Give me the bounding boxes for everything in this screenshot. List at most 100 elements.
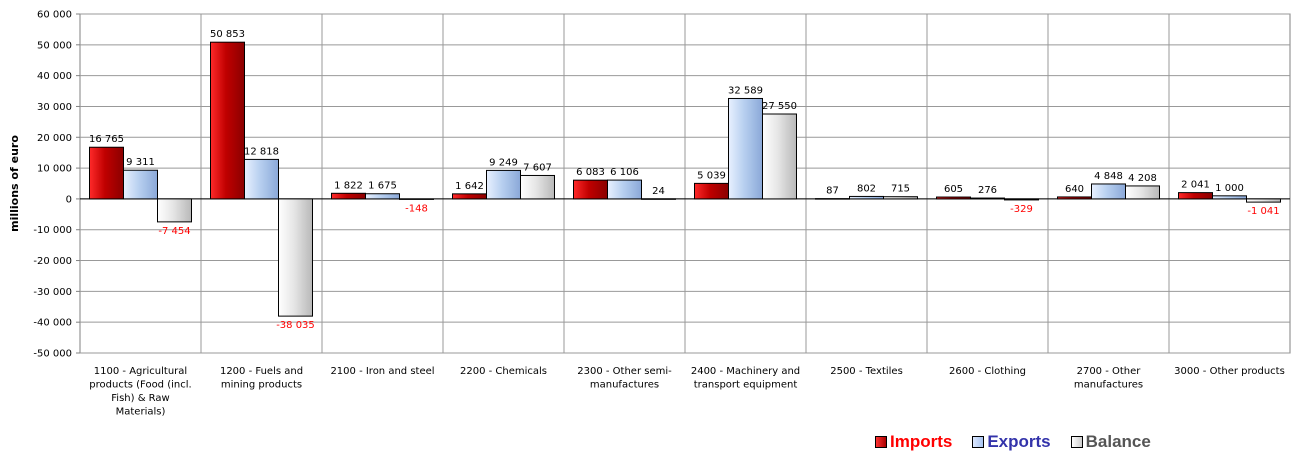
category-label-line: products (Food (incl. <box>89 380 191 391</box>
y-tick-label: -10 000 <box>33 225 72 236</box>
category-label-line: 3000 - Other products <box>1174 366 1285 377</box>
balance-bar <box>883 196 918 200</box>
exports-data-label: 276 <box>978 185 997 196</box>
category-label-line: 2700 - Other <box>1077 366 1142 377</box>
category-label: 3000 - Other products <box>1174 366 1285 377</box>
y-axis-title: millions of euro <box>8 135 21 232</box>
category-label-line: 1100 - Agricultural <box>94 366 187 377</box>
exports-bar <box>607 179 642 200</box>
exports-data-label: 802 <box>857 183 876 194</box>
imports-bar <box>815 198 850 200</box>
legend-imports-label: Imports <box>890 432 953 451</box>
imports-bar <box>89 146 124 200</box>
balance-bar <box>1246 198 1281 203</box>
chart-legend: Imports Exports Balance <box>875 432 1151 452</box>
category-label-line: 2500 - Textiles <box>830 366 903 377</box>
y-tick-label: 0 <box>66 194 72 205</box>
legend-exports: Exports <box>972 432 1051 452</box>
imports-data-label: 16 765 <box>89 134 124 145</box>
legend-exports-swatch <box>972 436 985 448</box>
exports-data-label: 4 848 <box>1094 171 1123 182</box>
legend-imports-swatch <box>875 436 887 448</box>
balance-bar <box>1004 198 1039 201</box>
imports-data-label: 1 822 <box>334 180 363 191</box>
balance-data-label: -148 <box>405 203 428 214</box>
imports-data-label: 6 083 <box>576 167 605 178</box>
y-tick-label: 50 000 <box>37 40 72 51</box>
exports-data-label: 32 589 <box>728 85 763 96</box>
y-tick-label: -20 000 <box>33 256 72 267</box>
exports-bar <box>486 169 521 200</box>
balance-data-label: -7 454 <box>158 226 190 237</box>
category-label-line: mining products <box>221 380 302 391</box>
balance-bar <box>762 113 797 200</box>
category-label-line: 2100 - Iron and steel <box>330 366 434 377</box>
imports-bar <box>694 182 729 200</box>
exports-bar <box>365 193 400 200</box>
imports-bar <box>331 192 366 200</box>
y-tick-label: -30 000 <box>33 287 72 298</box>
balance-data-label: -1 041 <box>1247 206 1279 217</box>
category-label-line: manufactures <box>590 380 659 391</box>
category-label: 2200 - Chemicals <box>460 366 547 377</box>
imports-data-label: 605 <box>944 184 963 195</box>
exports-bar <box>970 197 1005 200</box>
exports-bar <box>123 169 158 200</box>
imports-bar <box>1057 196 1092 200</box>
category-label-line: Fish) & Raw <box>111 393 169 404</box>
category-label: 1200 - Fuels and mining products <box>220 366 303 391</box>
y-tick-label: 40 000 <box>37 71 72 82</box>
imports-bar <box>936 196 971 200</box>
y-tick-label: 60 000 <box>37 10 72 21</box>
y-tick-label: -50 000 <box>33 349 72 360</box>
category-label-line: manufactures <box>1074 380 1143 391</box>
imports-bar <box>210 41 245 200</box>
legend-balance-label: Balance <box>1085 432 1151 451</box>
legend-exports-label: Exports <box>987 432 1051 451</box>
imports-data-label: 1 642 <box>455 181 484 192</box>
balance-data-label: 4 208 <box>1128 173 1157 184</box>
exports-data-label: 9 311 <box>126 157 155 168</box>
balance-bar <box>520 174 555 200</box>
category-label-line: 2300 - Other semi- <box>577 366 672 377</box>
y-tick-label: 10 000 <box>37 164 72 175</box>
trade-balance-chart: 60 000 50 000 40 000 30 000 20 000 10 000 0 -10… <box>8 10 1291 418</box>
exports-bar <box>1212 195 1247 200</box>
balance-data-label: 715 <box>891 184 910 195</box>
imports-data-label: 5 039 <box>697 170 726 181</box>
category-label-line: 2600 - Clothing <box>949 366 1026 377</box>
balance-bar <box>399 198 434 200</box>
category-label: 2300 - Other semi-manufactures <box>577 366 672 391</box>
imports-data-label: 87 <box>826 186 839 197</box>
balance-bar <box>157 198 192 223</box>
balance-data-label: -329 <box>1010 204 1033 215</box>
balance-data-label: 24 <box>652 186 665 197</box>
balance-data-label: -38 035 <box>276 320 315 331</box>
category-label: 2400 - Machinery and transport equipment <box>691 366 800 391</box>
category-label-line: 2200 - Chemicals <box>460 366 547 377</box>
exports-data-label: 1 675 <box>368 181 397 192</box>
imports-bar <box>1178 192 1213 200</box>
y-tick-label: 20 000 <box>37 133 72 144</box>
category-label: 2500 - Textiles <box>830 366 903 377</box>
y-tick-label: -40 000 <box>33 318 72 329</box>
imports-bar <box>573 179 608 200</box>
category-label: 2600 - Clothing <box>949 366 1026 377</box>
balance-data-label: 27 550 <box>762 101 797 112</box>
exports-bar <box>849 195 884 200</box>
category-label-line: transport equipment <box>694 380 798 391</box>
legend-balance-swatch <box>1070 436 1083 448</box>
exports-bar <box>728 97 763 200</box>
balance-bar <box>641 198 676 200</box>
category-label-line: Materials) <box>116 407 166 418</box>
exports-data-label: 1 000 <box>1215 183 1244 194</box>
category-label-line: 1200 - Fuels and <box>220 366 303 377</box>
exports-data-label: 6 106 <box>610 167 639 178</box>
category-label: 1100 - Agricultural products (Food (incl.… <box>89 366 191 418</box>
exports-bar <box>244 158 279 200</box>
category-label-line: 2400 - Machinery and <box>691 366 800 377</box>
y-tick-label: 30 000 <box>37 102 72 113</box>
balance-bar <box>278 198 313 317</box>
imports-bar <box>452 193 487 200</box>
exports-data-label: 9 249 <box>489 157 518 168</box>
